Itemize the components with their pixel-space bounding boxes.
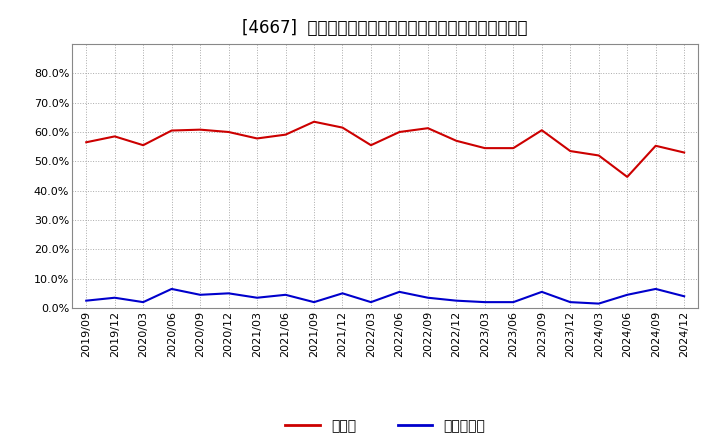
- Title: [4667]  現預金、有利子負債の総資産に対する比率の推移: [4667] 現預金、有利子負債の総資産に対する比率の推移: [243, 19, 528, 37]
- Legend: 現預金, 有利子負債: 現預金, 有利子負債: [279, 413, 491, 438]
